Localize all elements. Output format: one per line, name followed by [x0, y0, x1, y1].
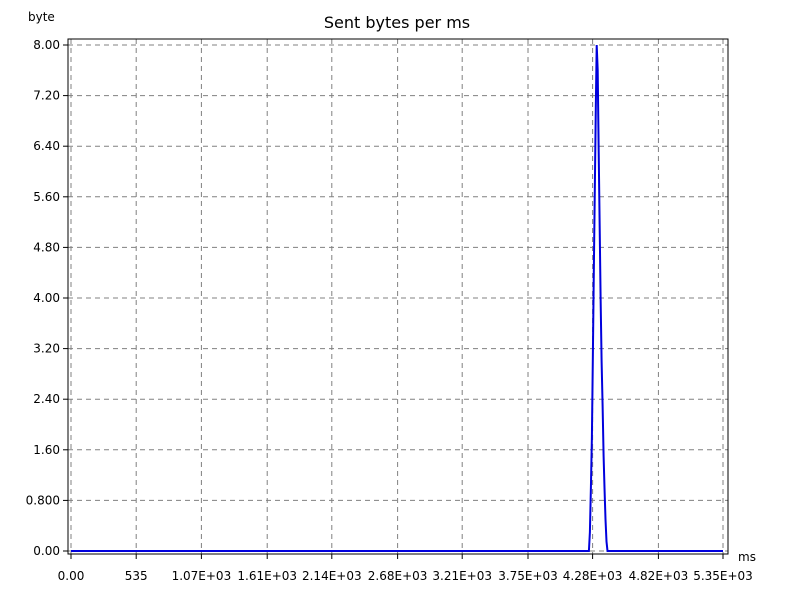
x-tick-label-2: 1.07E+03	[172, 569, 232, 583]
grid-lines	[68, 39, 728, 554]
y-tick-label-0: 0.00	[33, 544, 60, 558]
y-tick-label-2: 1.60	[33, 443, 60, 457]
plot-area-frame	[67, 38, 729, 555]
y-tick-label-3: 2.40	[33, 392, 60, 406]
chart-title: Sent bytes per ms	[324, 13, 470, 32]
x-tick-label-1: 535	[125, 569, 148, 583]
axis-ticks: 0.00 0.800 1.60 2.40 3.20 4.00 4.80 5.60 6.40 7.2…	[26, 38, 753, 583]
y-tick-label-4: 3.20	[33, 342, 60, 356]
y-tick-label-8: 6.40	[33, 139, 60, 153]
x-axis-unit: ms	[738, 550, 756, 564]
x-tick-label-4: 2.14E+03	[302, 569, 362, 583]
y-axis-unit: byte	[28, 10, 55, 24]
y-tick-label-6: 4.80	[33, 240, 60, 254]
x-tick-label-8: 4.28E+03	[563, 569, 623, 583]
x-tick-label-5: 2.68E+03	[368, 569, 428, 583]
y-tick-label-5: 4.00	[33, 291, 60, 305]
x-tick-label-7: 3.75E+03	[498, 569, 558, 583]
y-tick-label-9: 7.20	[33, 89, 60, 103]
y-tick-label-7: 5.60	[33, 190, 60, 204]
y-tick-label-1: 0.800	[26, 493, 60, 507]
series-group	[71, 44, 723, 552]
series-line-0	[71, 44, 723, 552]
x-tick-label-6: 3.21E+03	[432, 569, 492, 583]
x-tick-label-10: 5.35E+03	[693, 569, 753, 583]
y-tick-label-10: 8.00	[33, 38, 60, 52]
x-tick-label-3: 1.61E+03	[237, 569, 297, 583]
x-tick-label-9: 4.82E+03	[629, 569, 689, 583]
x-tick-label-0: 0.00	[58, 569, 85, 583]
